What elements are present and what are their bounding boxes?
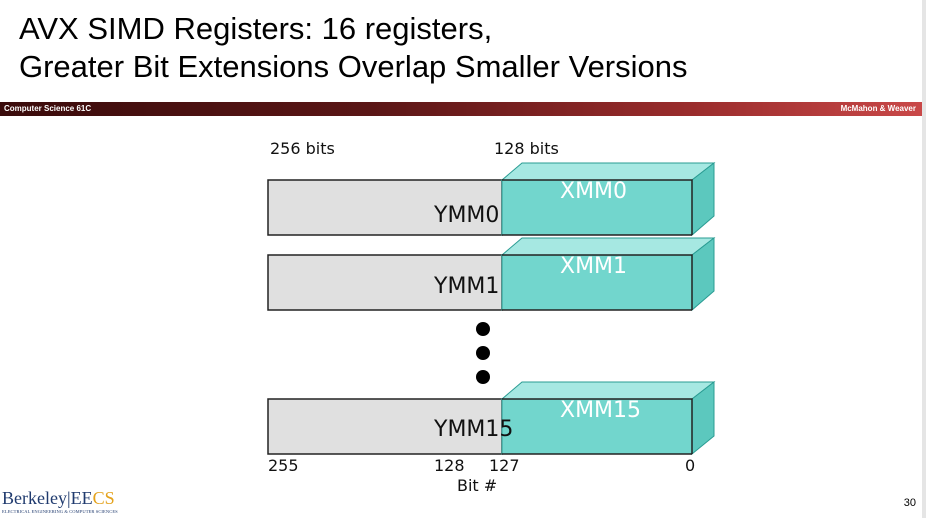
ellipsis-dot-2 (476, 346, 490, 360)
logo-subtitle: ELECTRICAL ENGINEERING & COMPUTER SCIENC… (2, 509, 118, 514)
bit-label-128: 128 (434, 456, 465, 475)
berkeley-eecs-logo: Berkeley|EECS ELECTRICAL ENGINEERING & C… (2, 488, 118, 514)
ymm0-label: YMM0 (433, 203, 499, 228)
xmm1-label: XMM1 (560, 254, 627, 279)
ymm1-label: YMM1 (433, 274, 499, 299)
xmm0-top-face (500, 162, 716, 181)
page-number: 30 (903, 497, 916, 509)
axis-label-bit-number: Bit # (457, 476, 497, 495)
title-line-1: AVX SIMD Registers: 16 registers, (19, 11, 493, 46)
ymm15-label: YMM15 (433, 417, 513, 442)
xmm0-front-face (501, 179, 693, 236)
register-row-ymm0: XMM0 YMM0 (267, 161, 716, 237)
logo-ee-text: EE (70, 488, 93, 508)
register-row-ymm1: XMM1 YMM1 (267, 236, 716, 312)
ellipsis-dot-3 (476, 370, 490, 384)
title-line-2: Greater Bit Extensions Overlap Smaller V… (19, 49, 688, 84)
ymm0-box-outline (502, 179, 693, 235)
label-128-bits: 128 bits (494, 139, 559, 158)
bit-label-127: 127 (489, 456, 520, 475)
xmm1-top-face (500, 237, 716, 256)
slide-title: AVX SIMD Registers: 16 registers, Greate… (19, 10, 688, 86)
register-row-ymm15: XMM15 YMM15 (267, 380, 716, 456)
authors-label: McMahon & Weaver (840, 104, 916, 113)
course-label: Computer Science 61C (4, 104, 92, 113)
ymm0-box (267, 179, 503, 236)
header-banner: Computer Science 61C McMahon & Weaver (0, 102, 922, 116)
bit-label-0: 0 (685, 456, 695, 475)
ellipsis-dot-1 (476, 322, 490, 336)
bit-label-255: 255 (268, 456, 299, 475)
logo-cs-text: CS (92, 488, 115, 508)
xmm15-top-face (500, 381, 716, 400)
ymm1-box-outline (502, 254, 693, 310)
logo-berkeley-text: Berkeley (2, 488, 67, 508)
ymm1-box (267, 254, 503, 311)
xmm1-front-face (501, 254, 693, 311)
ymm15-box-outline (502, 398, 693, 454)
xmm15-label: XMM15 (560, 398, 641, 423)
xmm0-label: XMM0 (560, 179, 627, 204)
label-256-bits: 256 bits (270, 139, 335, 158)
right-edge-strip (922, 0, 926, 518)
